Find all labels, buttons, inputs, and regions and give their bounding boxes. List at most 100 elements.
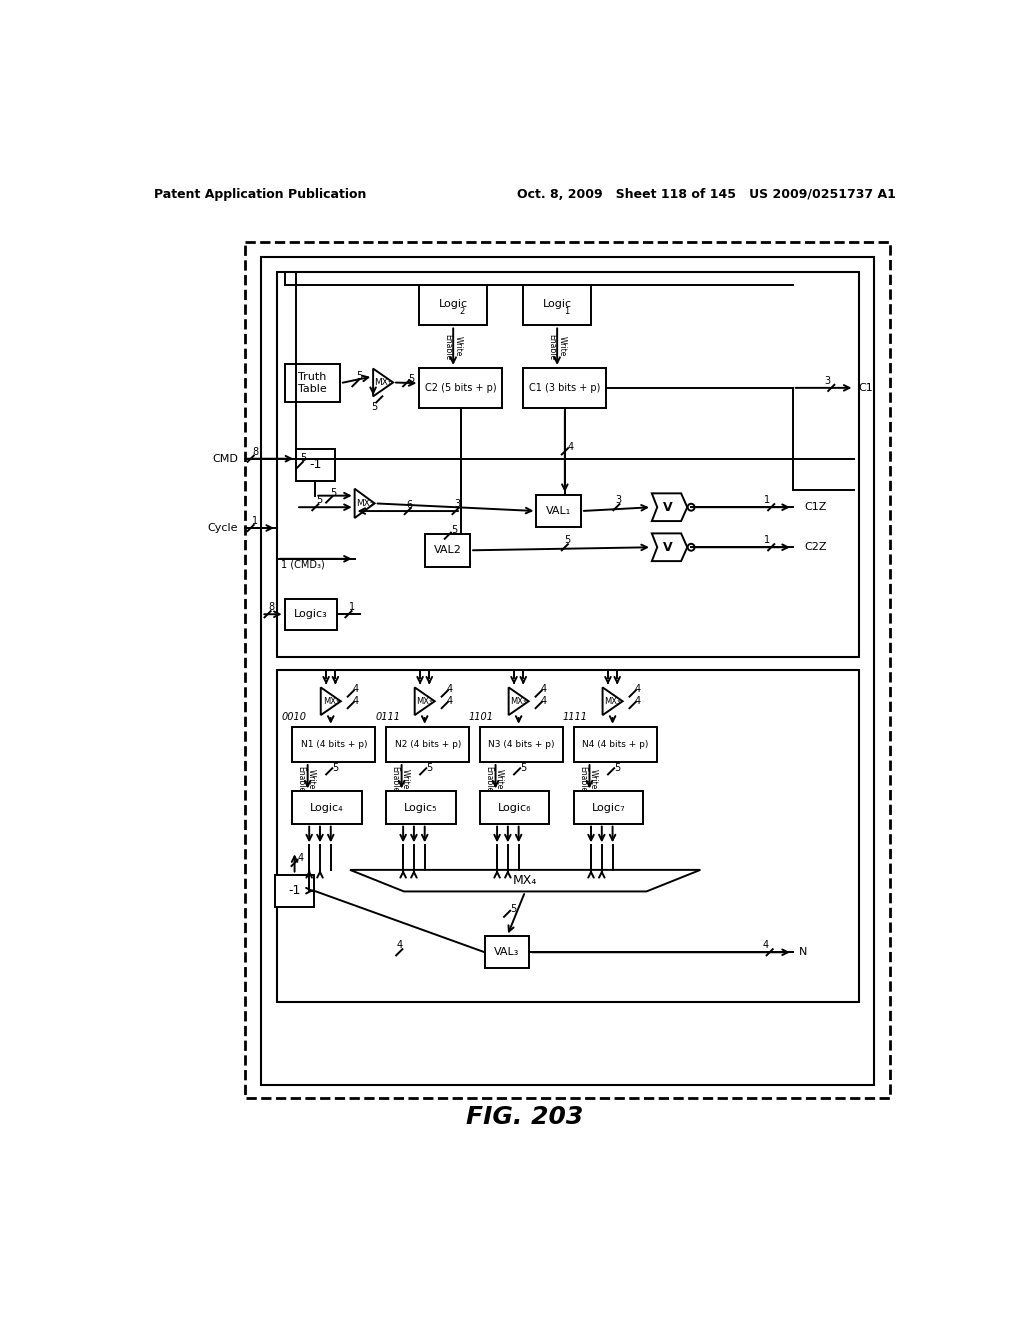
Polygon shape <box>373 368 393 396</box>
Text: C1Z: C1Z <box>804 502 826 512</box>
Text: 4: 4 <box>352 684 358 694</box>
Text: V: V <box>664 541 673 554</box>
FancyBboxPatch shape <box>245 242 890 1098</box>
FancyBboxPatch shape <box>480 792 550 824</box>
Text: Truth: Truth <box>298 372 327 381</box>
Text: Write
Enable: Write Enable <box>548 334 567 360</box>
Text: 4: 4 <box>396 940 402 950</box>
FancyBboxPatch shape <box>285 364 340 403</box>
FancyBboxPatch shape <box>386 726 469 762</box>
FancyBboxPatch shape <box>276 272 859 657</box>
Text: 2: 2 <box>460 308 465 315</box>
Text: 1 (CMD₃): 1 (CMD₃) <box>281 560 325 569</box>
Text: Patent Application Publication: Patent Application Publication <box>154 187 366 201</box>
Text: N: N <box>799 948 807 957</box>
Text: 4: 4 <box>541 696 547 706</box>
Text: 3: 3 <box>824 376 830 385</box>
Text: Logic: Logic <box>543 298 571 309</box>
Text: Logic₄: Logic₄ <box>310 803 344 813</box>
Text: 4: 4 <box>446 684 453 694</box>
Text: FIG. 203: FIG. 203 <box>466 1105 584 1129</box>
Text: 4: 4 <box>763 940 769 950</box>
Text: CMD: CMD <box>213 454 239 463</box>
Text: 3: 3 <box>454 499 460 510</box>
Text: 8: 8 <box>252 446 258 457</box>
Text: N1 (4 bits + p): N1 (4 bits + p) <box>301 741 367 748</box>
Text: Write
Enable: Write Enable <box>390 766 410 792</box>
Text: -1: -1 <box>309 458 322 471</box>
FancyBboxPatch shape <box>484 936 529 969</box>
FancyBboxPatch shape <box>276 671 859 1002</box>
Text: Write
Enable: Write Enable <box>579 766 598 792</box>
Text: 5: 5 <box>316 495 323 506</box>
FancyBboxPatch shape <box>292 792 361 824</box>
Text: 5: 5 <box>332 763 339 774</box>
Text: 4: 4 <box>446 696 453 706</box>
Text: 4: 4 <box>634 684 640 694</box>
Text: C1 (3 bits + p): C1 (3 bits + p) <box>529 383 600 393</box>
Polygon shape <box>415 688 435 715</box>
FancyBboxPatch shape <box>425 535 470 566</box>
Text: 0010: 0010 <box>282 711 306 722</box>
Polygon shape <box>321 688 341 715</box>
Polygon shape <box>652 494 687 521</box>
Text: Table: Table <box>298 384 327 395</box>
Text: Logic₅: Logic₅ <box>404 803 437 813</box>
FancyBboxPatch shape <box>419 285 487 326</box>
Text: V: V <box>664 500 673 513</box>
Text: C2 (5 bits + p): C2 (5 bits + p) <box>425 383 497 393</box>
Text: 5: 5 <box>301 453 307 463</box>
Polygon shape <box>602 688 623 715</box>
Text: 5: 5 <box>451 525 457 536</box>
Text: 1: 1 <box>764 536 770 545</box>
Text: Logic₇: Logic₇ <box>592 803 626 813</box>
Text: C1: C1 <box>858 383 872 393</box>
Text: 4: 4 <box>568 442 574 451</box>
FancyBboxPatch shape <box>523 368 606 408</box>
Text: N3 (4 bits + p): N3 (4 bits + p) <box>488 741 555 748</box>
Polygon shape <box>509 688 528 715</box>
Text: 4: 4 <box>352 696 358 706</box>
Text: 5: 5 <box>330 487 336 498</box>
Text: MX₃: MX₃ <box>604 697 621 706</box>
Text: 5: 5 <box>371 403 377 412</box>
Polygon shape <box>350 870 700 891</box>
Text: 1: 1 <box>252 516 258 527</box>
FancyBboxPatch shape <box>574 792 643 824</box>
Text: 1111: 1111 <box>563 711 588 722</box>
Text: N2 (4 bits + p): N2 (4 bits + p) <box>394 741 461 748</box>
FancyBboxPatch shape <box>523 285 591 326</box>
Text: Logic: Logic <box>438 298 468 309</box>
Text: 4: 4 <box>634 696 640 706</box>
Text: 8: 8 <box>268 602 274 612</box>
FancyBboxPatch shape <box>285 599 337 630</box>
Text: 5: 5 <box>426 763 432 774</box>
Text: -1: -1 <box>289 884 301 898</box>
FancyBboxPatch shape <box>480 726 563 762</box>
Text: 0111: 0111 <box>375 711 400 722</box>
Text: 5: 5 <box>564 536 570 545</box>
Text: MX₁: MX₁ <box>375 378 392 387</box>
Text: MX₃: MX₃ <box>511 697 526 706</box>
Text: Cycle: Cycle <box>208 523 239 533</box>
Text: 4: 4 <box>541 684 547 694</box>
Text: 5: 5 <box>520 763 526 774</box>
Text: Oct. 8, 2009   Sheet 118 of 145   US 2009/0251737 A1: Oct. 8, 2009 Sheet 118 of 145 US 2009/02… <box>517 187 896 201</box>
Text: 4: 4 <box>298 853 304 863</box>
Text: N4 (4 bits + p): N4 (4 bits + p) <box>583 741 649 748</box>
FancyBboxPatch shape <box>296 449 335 480</box>
Text: VAL2: VAL2 <box>434 545 462 556</box>
Text: MX₃: MX₃ <box>417 697 433 706</box>
Text: 5: 5 <box>614 763 621 774</box>
Text: Logic₆: Logic₆ <box>498 803 531 813</box>
Text: 5: 5 <box>408 375 414 384</box>
Text: Logic₃: Logic₃ <box>294 610 328 619</box>
FancyBboxPatch shape <box>261 257 874 1085</box>
Text: MX₂: MX₂ <box>356 499 374 508</box>
Text: 6: 6 <box>407 500 413 510</box>
FancyBboxPatch shape <box>275 874 313 907</box>
Text: MX₄: MX₄ <box>513 874 538 887</box>
FancyBboxPatch shape <box>386 792 456 824</box>
Text: 5: 5 <box>510 904 516 915</box>
Text: MX₃: MX₃ <box>323 697 339 706</box>
